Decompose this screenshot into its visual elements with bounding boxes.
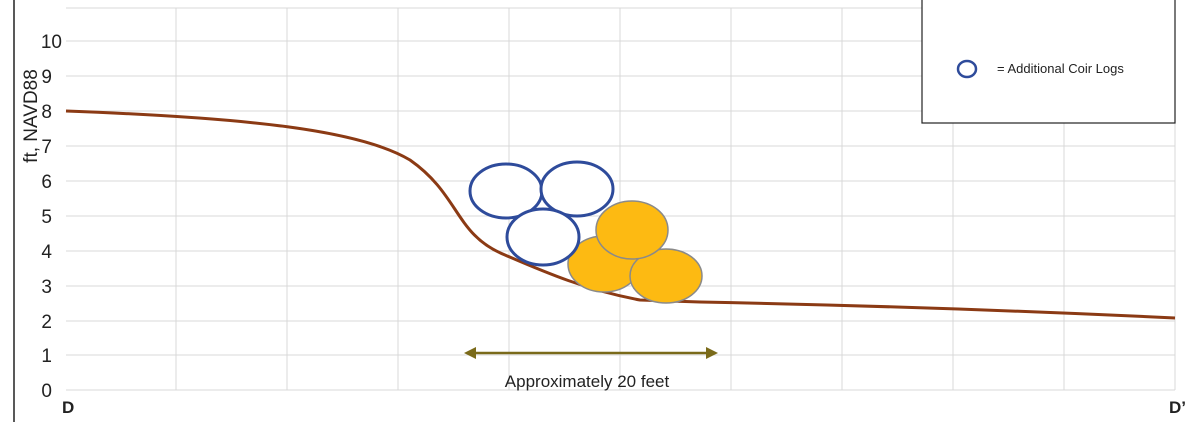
legend: = Additional Coir Logs bbox=[921, 0, 1176, 124]
y-tick-10: 10 bbox=[41, 32, 62, 53]
y-tick-0: 0 bbox=[41, 381, 52, 402]
additional-coir-logs bbox=[468, 160, 615, 267]
y-tick-8: 8 bbox=[41, 102, 52, 123]
arrow-left-icon bbox=[464, 347, 476, 359]
additional-coir-log bbox=[505, 207, 581, 267]
arrow-right-icon bbox=[706, 347, 718, 359]
y-tick-4: 4 bbox=[41, 242, 52, 263]
additional-coir-log bbox=[539, 160, 615, 218]
y-tick-5: 5 bbox=[41, 207, 52, 228]
legend-label: = Additional Coir Logs bbox=[997, 61, 1124, 76]
legend-circle-icon bbox=[956, 59, 978, 79]
y-tick-9: 9 bbox=[41, 67, 52, 88]
end-label: D’ bbox=[1169, 398, 1186, 417]
y-tick-7: 7 bbox=[41, 137, 52, 158]
y-axis-label: ft, NAVD88 bbox=[21, 69, 42, 163]
existing-coir-logs bbox=[567, 200, 703, 304]
y-tick-3: 3 bbox=[41, 277, 52, 298]
y-tick-2: 2 bbox=[41, 312, 52, 333]
existing-coir-log bbox=[595, 200, 669, 260]
y-tick-6: 6 bbox=[41, 172, 52, 193]
dimension-label: Approximately 20 feet bbox=[505, 372, 670, 391]
start-label: D bbox=[62, 398, 74, 417]
y-tick-labels: 0 1 2 3 4 5 6 7 8 9 10 bbox=[41, 32, 62, 402]
y-tick-1: 1 bbox=[41, 346, 52, 367]
ground-profile-line bbox=[65, 109, 1176, 320]
dimension-indicator: Approximately 20 feet bbox=[464, 347, 718, 391]
existing-coir-log bbox=[629, 248, 703, 304]
